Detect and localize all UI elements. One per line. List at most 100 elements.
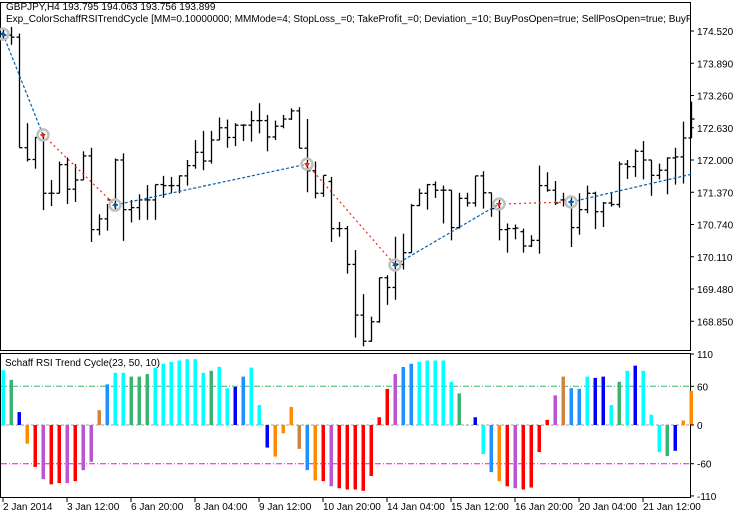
histogram-bar (73, 425, 77, 482)
time-axis-label: 21 Jan 12:00 (643, 502, 701, 513)
histogram-bar (1, 370, 5, 425)
histogram-bar (561, 376, 565, 425)
price-bar (144, 185, 151, 220)
price-axis-label: 170.110 (697, 253, 733, 264)
histogram-bar (9, 379, 13, 425)
price-bar (176, 175, 183, 194)
price-bar (224, 119, 231, 148)
histogram-bar (521, 425, 525, 490)
histogram-bar (249, 367, 253, 425)
histogram-bar (137, 376, 141, 425)
price-axis-label: 173.260 (697, 92, 734, 103)
price-bar (168, 176, 175, 194)
time-axis-label: 2 Jan 2014 (3, 502, 53, 513)
histogram-bar (361, 425, 365, 491)
price-bar (664, 157, 671, 195)
price-bar (464, 192, 471, 207)
histogram-bar (577, 388, 581, 425)
histogram-bar (545, 419, 549, 425)
histogram-bar (305, 425, 309, 471)
price-bar (360, 294, 367, 347)
deal-marker-ring (0, 27, 10, 41)
histogram-bar (489, 425, 493, 473)
price-bar (256, 103, 263, 134)
price-bar (328, 176, 335, 242)
price-window-frame (0, 2, 691, 351)
histogram-bar (649, 414, 653, 425)
price-bar (624, 159, 631, 179)
price-bar (416, 188, 423, 207)
deal-line-buy (2, 33, 44, 136)
price-bar (576, 193, 583, 235)
price-bar (584, 185, 591, 214)
histogram-bar (121, 372, 125, 425)
histogram-bar (233, 386, 237, 425)
price-bar (448, 189, 455, 241)
histogram-bar (513, 425, 517, 489)
histogram-bar (193, 359, 197, 425)
deal-marker-ring (564, 195, 578, 209)
price-axis-label: 173.890 (697, 59, 734, 70)
expert-params-line: Exp_ColorSchaffRSITrendCycle [MM=0.10000… (6, 14, 690, 25)
price-bar (336, 221, 343, 237)
price-bar (248, 110, 255, 142)
price-bar (104, 199, 111, 231)
price-bar (608, 193, 615, 207)
price-bar (616, 161, 623, 208)
price-bar (272, 120, 279, 141)
histogram-bar (345, 425, 349, 490)
price-bar (512, 224, 519, 240)
time-axis-label: 14 Jan 04:00 (387, 502, 445, 513)
histogram-bar (209, 370, 213, 425)
price-bar (200, 130, 207, 171)
price-bar (632, 149, 639, 177)
histogram-bar (633, 365, 637, 425)
histogram-bar (281, 425, 285, 434)
histogram-bar (25, 425, 29, 444)
histogram-bar (177, 360, 181, 425)
histogram-bar (41, 425, 45, 480)
histogram-bar (393, 374, 397, 425)
histogram-bar (657, 425, 661, 453)
price-bar (128, 199, 135, 223)
histogram-bar (417, 361, 421, 425)
deal-line-sell (306, 163, 396, 266)
price-bar (536, 165, 543, 254)
price-bar (456, 192, 463, 229)
deal-line-buy (394, 203, 500, 266)
price-bar (528, 235, 535, 248)
price-bar (232, 123, 239, 147)
price-bar (48, 179, 55, 207)
histogram-bar (105, 384, 109, 425)
time-axis-label: 9 Jan 12:00 (259, 502, 312, 513)
price-axis-label: 171.370 (697, 188, 734, 199)
price-bar (472, 175, 479, 207)
deal-marker-ring (36, 128, 50, 142)
price-bar (264, 114, 271, 152)
price-bar (64, 157, 71, 205)
price-bar (288, 108, 295, 121)
price-bar (520, 228, 527, 253)
histogram-bar (89, 425, 93, 462)
histogram-bar (569, 388, 573, 425)
histogram-bar (337, 425, 341, 489)
price-bar (280, 114, 287, 129)
histogram-bar (153, 367, 157, 425)
histogram-bar (425, 360, 429, 425)
deal-marker-ring (388, 258, 402, 272)
histogram-bar (409, 363, 413, 425)
price-bar (352, 250, 359, 338)
histogram-bar (225, 388, 229, 425)
price-bar (40, 133, 47, 211)
price-bar (480, 171, 487, 209)
histogram-bar (465, 425, 469, 426)
histogram-bar (329, 425, 333, 487)
price-bar (88, 147, 95, 242)
histogram-bar (609, 405, 613, 425)
histogram-bar (201, 372, 205, 425)
time-axis-label: 3 Jan 12:00 (67, 502, 120, 513)
histogram-bar (49, 425, 53, 485)
price-bar (408, 204, 415, 254)
price-bar (544, 172, 551, 192)
